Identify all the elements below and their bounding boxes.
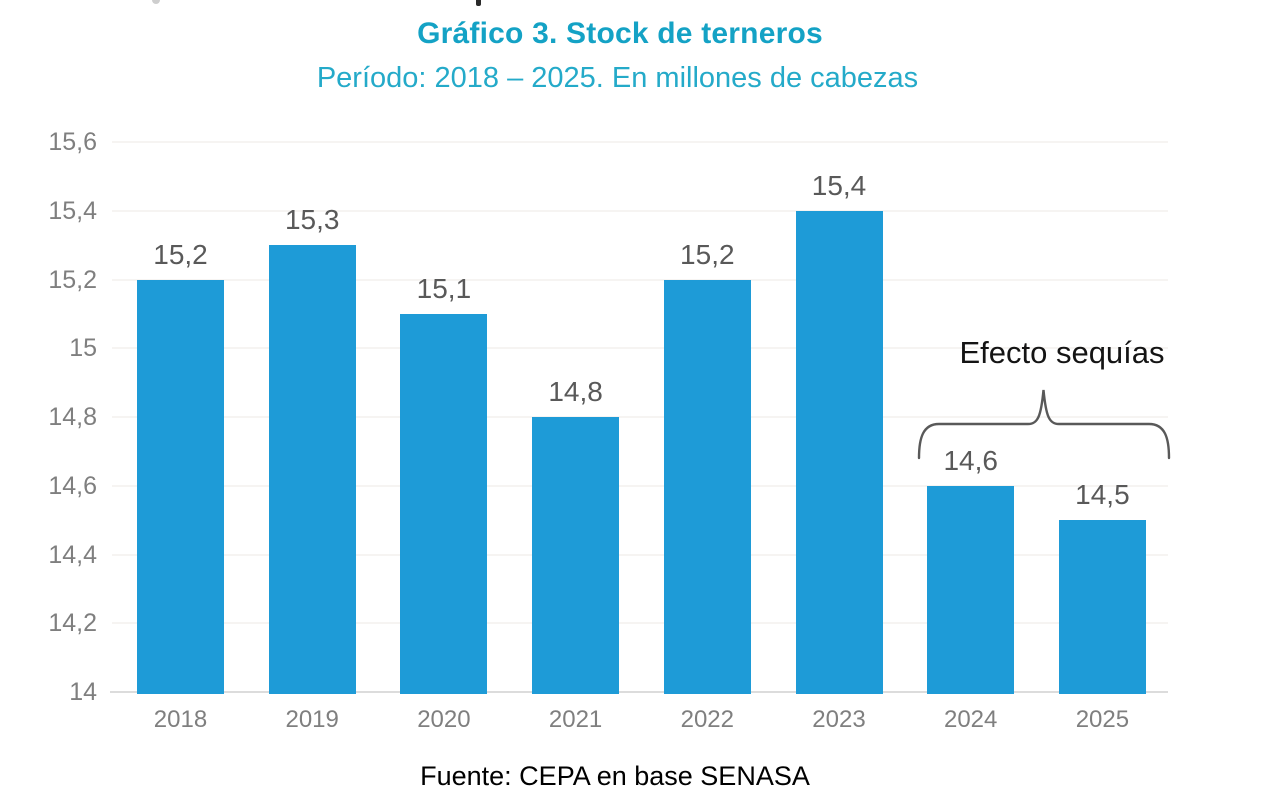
bar-2023 (795, 210, 883, 694)
x-tick-label-2019: 2019 (285, 706, 339, 733)
y-tick-label: 15,6 (48, 128, 97, 156)
bar-2020 (400, 313, 488, 694)
y-tick-label: 14,8 (48, 403, 97, 431)
gridline-14,2 (112, 622, 1168, 625)
chart-subtitle: Período: 2018 – 2025. En millones de cab… (316, 62, 919, 94)
bar-2018 (137, 279, 224, 694)
gridline-14,8 (112, 416, 1168, 418)
value-label-2022: 15,2 (680, 238, 735, 270)
x-tick-label-2023: 2023 (812, 706, 866, 733)
gridline-15,6 (112, 141, 1168, 143)
source-caption: Fuente: CEPA en base SENASA (420, 761, 810, 791)
value-label-2020: 15,1 (416, 272, 472, 304)
cropped-text-artifact (152, 0, 160, 4)
x-tick-label-2020: 2020 (417, 706, 471, 733)
y-tick-label: 14,6 (48, 471, 97, 500)
bar-2021 (532, 417, 620, 694)
gridline-15 (112, 347, 1168, 350)
bar-2024 (927, 485, 1015, 694)
bar-2025 (1058, 520, 1146, 694)
cropped-text-artifact (476, 0, 481, 6)
annotation-label: Efecto sequías (959, 335, 1165, 370)
gridline-14,6 (112, 484, 1168, 487)
x-tick-label-2022: 2022 (680, 706, 734, 733)
value-label-2023: 15,4 (811, 169, 867, 201)
brace-annotation-icon (917, 389, 1171, 460)
y-tick-label: 15,2 (48, 265, 97, 294)
y-tick-label: 14,4 (48, 540, 97, 569)
value-label-2024: 14,6 (943, 444, 998, 476)
y-tick-label: 15 (69, 334, 97, 363)
gridline-14,4 (112, 553, 1168, 556)
value-label-2025: 14,5 (1075, 479, 1130, 511)
x-tick-label-2021: 2021 (548, 706, 603, 733)
chart-title: Gráfico 3. Stock de terneros (417, 17, 823, 50)
y-tick-label: 14,2 (48, 609, 97, 638)
value-label-2021: 14,8 (548, 376, 603, 407)
value-label-2019: 15,3 (284, 204, 340, 236)
value-label-2018: 15,2 (153, 238, 208, 270)
x-tick-label-2025: 2025 (1075, 706, 1130, 733)
y-tick-label: 14 (69, 678, 97, 706)
bar-2022 (663, 279, 751, 694)
gridline-15,2 (112, 278, 1168, 281)
y-tick-label: 15,4 (48, 196, 97, 225)
x-tick-label-2024: 2024 (943, 706, 998, 733)
x-axis-line (110, 691, 1168, 693)
bar-2019 (268, 245, 356, 694)
gridline-15,4 (112, 209, 1168, 212)
x-tick-label-2018: 2018 (153, 706, 208, 733)
